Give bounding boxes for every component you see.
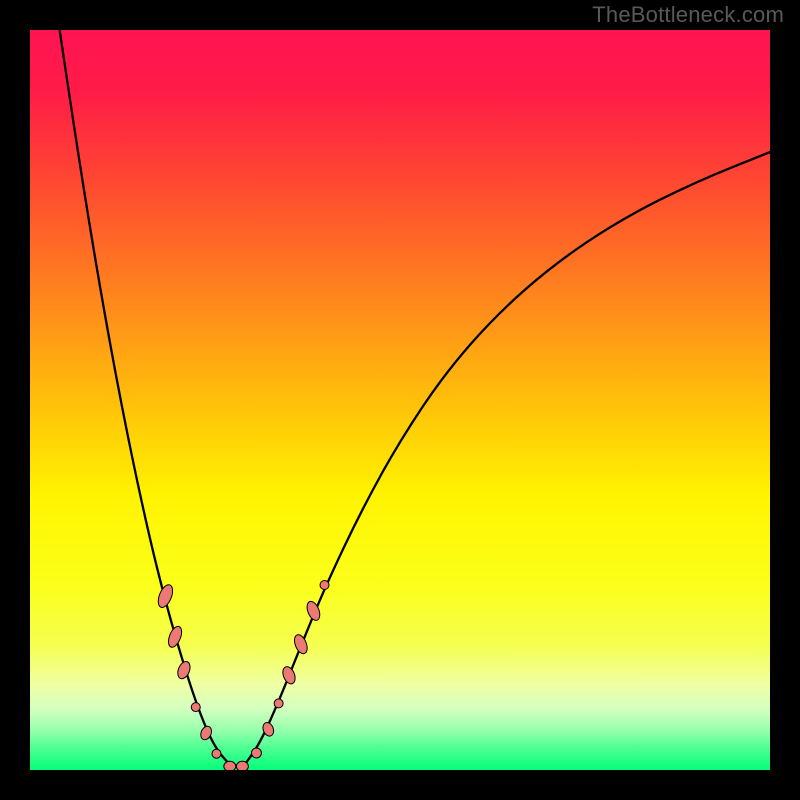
watermark-label: TheBottleneck.com <box>592 2 784 28</box>
bottleneck-chart <box>0 0 800 800</box>
marker-point <box>320 581 329 590</box>
chart-root: TheBottleneck.com <box>0 0 800 800</box>
marker-point <box>224 761 236 771</box>
marker-point <box>212 749 221 758</box>
marker-point <box>236 761 248 771</box>
marker-point <box>191 703 200 712</box>
chart-background <box>30 30 770 770</box>
marker-point <box>251 748 261 758</box>
marker-point <box>274 699 283 708</box>
